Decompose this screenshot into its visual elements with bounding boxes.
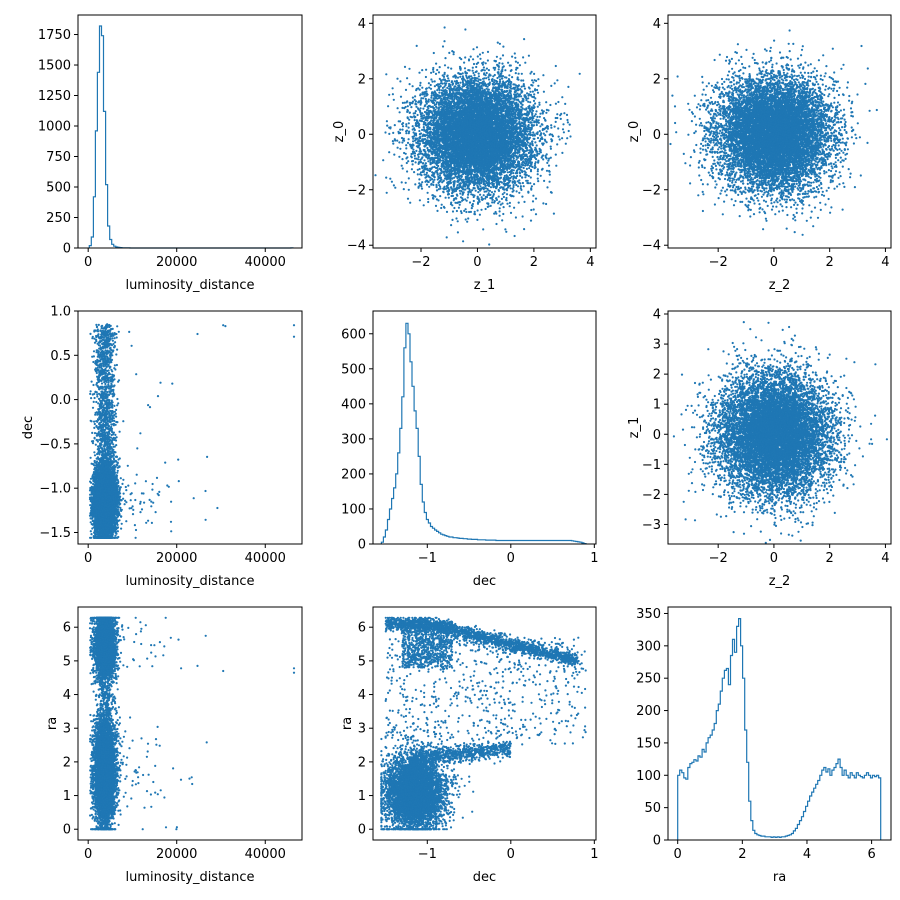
scatter-point	[407, 105, 409, 107]
scatter-point	[496, 77, 498, 79]
scatter-point	[518, 73, 520, 75]
scatter-point	[410, 106, 412, 108]
scatter-point	[486, 88, 488, 90]
scatter-point	[561, 137, 563, 139]
scatter-point	[546, 130, 548, 132]
scatter-point	[503, 65, 505, 67]
scatter-point	[523, 38, 525, 40]
y-tick-label: 1250	[38, 89, 71, 104]
scatter-point	[440, 172, 442, 174]
scatter-point	[412, 97, 414, 99]
scatter-point	[419, 137, 421, 139]
scatter-point	[483, 194, 485, 196]
scatter-point	[393, 184, 395, 186]
scatter-point	[430, 84, 432, 86]
scatter-point	[528, 167, 530, 169]
scatter-point	[450, 68, 452, 70]
scatter-point	[386, 192, 388, 194]
scatter-point	[447, 67, 449, 69]
scatter-point	[502, 213, 504, 215]
x-tick-label: 0	[84, 255, 92, 270]
scatter-point	[532, 131, 534, 133]
scatter-point	[477, 209, 479, 211]
y-tick-label: 500	[46, 181, 71, 196]
scatter-point	[499, 207, 501, 209]
y-tick-label: 750	[46, 150, 71, 165]
x-tick-label: 20000	[156, 255, 197, 270]
scatter-point	[416, 145, 418, 147]
x-tick-label: 40000	[245, 255, 286, 270]
scatter-point	[427, 137, 429, 139]
scatter-point	[561, 96, 563, 98]
scatter-point	[462, 240, 464, 242]
scatter-point	[426, 119, 428, 121]
scatter-point	[407, 160, 409, 162]
scatter-point	[434, 85, 436, 87]
scatter-point	[537, 78, 539, 80]
scatter-point	[503, 206, 505, 208]
scatter-point	[431, 95, 433, 97]
scatter-point	[555, 154, 557, 156]
corner-plot-figure: 0 20000 40000 0 250 500 750 1000 1250 1500 1750 lum…	[0, 0, 900, 900]
scatter-point	[398, 141, 400, 143]
scatter-point	[515, 216, 517, 218]
scatter-point	[558, 136, 560, 138]
scatter-point	[477, 191, 479, 193]
scatter-point	[519, 64, 521, 66]
scatter-point	[527, 101, 529, 103]
scatter-point	[559, 138, 561, 140]
scatter-point	[427, 201, 429, 203]
scatter-point	[507, 62, 509, 64]
scatter-point	[405, 157, 407, 159]
scatter-point	[427, 192, 429, 194]
scatter-point	[475, 190, 477, 192]
scatter-point	[427, 160, 429, 162]
scatter-point	[404, 102, 406, 104]
scatter-point	[419, 199, 421, 201]
y-tick-label: 250	[46, 211, 71, 226]
scatter-point	[408, 138, 410, 140]
scatter-point	[417, 187, 419, 189]
scatter-point	[459, 76, 461, 78]
scatter-point	[531, 79, 533, 81]
y-tick-label: 1000	[38, 120, 71, 135]
y-tick-label: 1750	[38, 28, 71, 43]
scatter-point	[522, 98, 524, 100]
scatter-point	[539, 125, 541, 127]
scatter-point	[567, 121, 569, 123]
y-tick-label: 0	[63, 242, 71, 257]
scatter-point	[473, 63, 475, 65]
scatter-point	[539, 116, 541, 118]
y-tick-label: 1500	[38, 59, 71, 74]
scatter-point	[483, 66, 485, 68]
scatter-point	[503, 196, 505, 198]
scatter-point	[459, 192, 461, 194]
scatter-point	[555, 165, 557, 167]
scatter-point	[494, 69, 496, 71]
scatter-point	[535, 213, 537, 215]
scatter-point	[447, 77, 449, 79]
scatter-point	[419, 89, 421, 91]
scatter-point	[412, 149, 414, 151]
scatter-point	[482, 78, 484, 80]
scatter-point	[405, 132, 407, 134]
x-axis-label: luminosity_distance	[125, 278, 254, 293]
scatter-point	[532, 91, 534, 93]
